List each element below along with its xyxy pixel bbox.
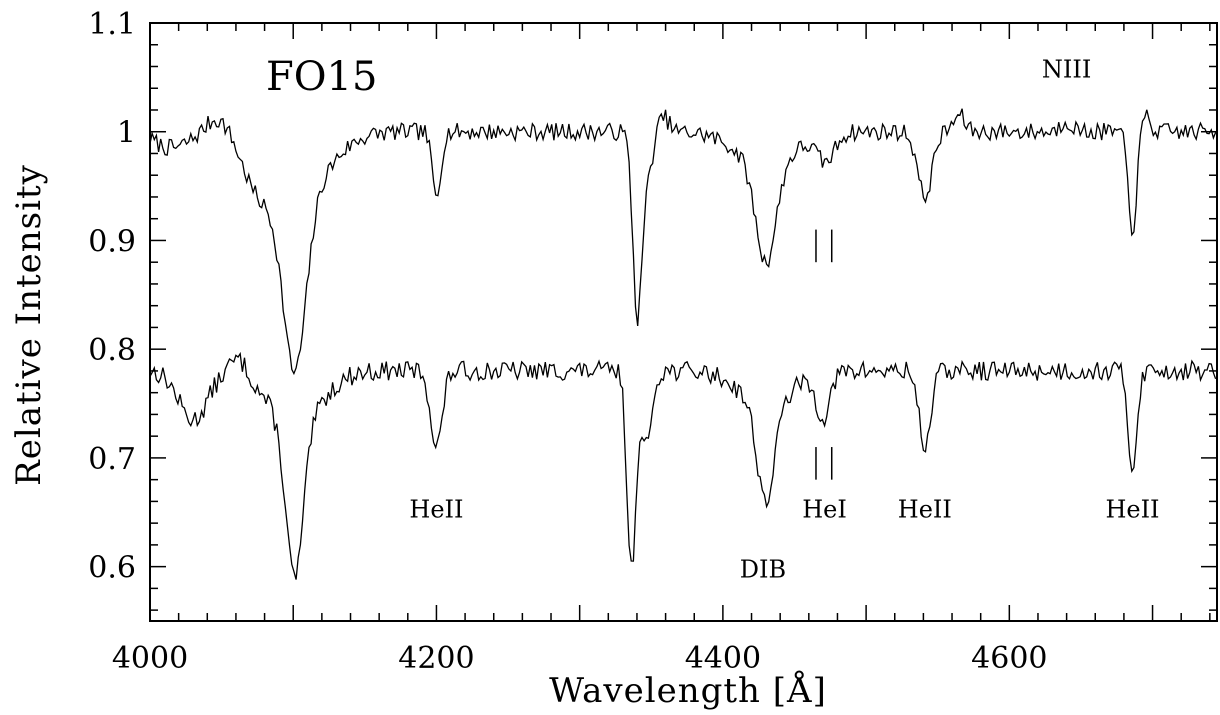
plot-frame <box>150 23 1217 621</box>
y-tick-label: 1 <box>117 116 136 151</box>
annotation-label: HeII <box>898 496 952 524</box>
spectrum-line-1 <box>150 109 1216 374</box>
axis-ticks <box>150 23 1217 621</box>
annotation-label: HeII <box>409 496 463 524</box>
x-tick-label: 4000 <box>112 641 188 676</box>
annotation-label: NIII <box>1042 55 1091 83</box>
line-markers <box>816 230 832 480</box>
x-tick-label: 4600 <box>971 641 1047 676</box>
y-axis-title: Relative Intensity <box>9 164 49 486</box>
spectrum-line-2 <box>150 354 1216 580</box>
x-axis-title: Wavelength [Å] <box>549 670 827 711</box>
annotation-label: DIB <box>740 556 786 584</box>
y-tick-label: 0.8 <box>88 333 136 368</box>
spectra-series <box>150 109 1216 580</box>
x-tick-label: 4200 <box>398 641 474 676</box>
annotation-label: HeI <box>802 496 847 524</box>
y-tick-label: 1.1 <box>88 7 136 42</box>
y-tick-label: 0.7 <box>88 442 136 477</box>
annotation-label: HeII <box>1105 496 1159 524</box>
star-label: FO15 <box>266 54 377 100</box>
y-tick-label: 0.9 <box>88 224 136 259</box>
y-tick-label: 0.6 <box>88 551 136 586</box>
line-annotations: NIII HeII DIB HeI HeII HeII <box>409 55 1159 583</box>
